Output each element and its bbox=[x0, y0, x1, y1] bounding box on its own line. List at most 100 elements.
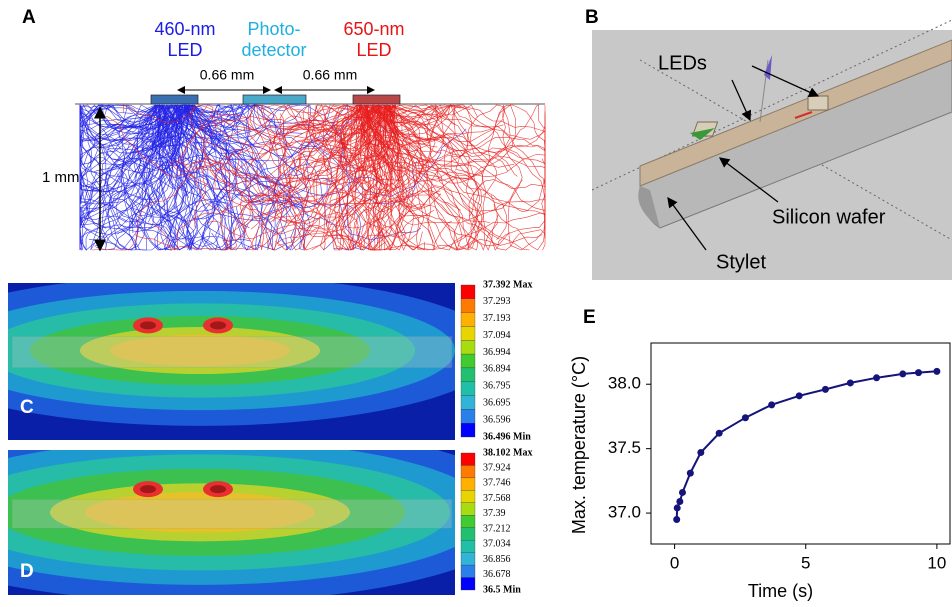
colorbar-label: 37.746 bbox=[483, 478, 511, 489]
light-ray bbox=[378, 104, 546, 189]
light-ray bbox=[258, 104, 451, 160]
led-label: 650-nm bbox=[343, 19, 404, 39]
photodetector bbox=[242, 94, 307, 105]
data-line bbox=[675, 370, 937, 520]
colorbar-swatch bbox=[460, 502, 476, 516]
light-ray bbox=[225, 104, 374, 251]
colorbar-label: 36.596 bbox=[483, 414, 511, 425]
light-ray bbox=[325, 104, 395, 167]
led-label: LED bbox=[167, 40, 202, 60]
data-point bbox=[741, 414, 749, 422]
panel-e: 0 5 10 37.0 37.5 38.0 Time (s) Max. temperature… bbox=[569, 342, 951, 601]
light-ray bbox=[94, 104, 194, 247]
panel-label: B bbox=[585, 7, 599, 28]
led-label: 460-nm bbox=[154, 19, 215, 39]
light-ray bbox=[173, 104, 309, 222]
colorbar-label: 37.193 bbox=[483, 313, 511, 324]
light-ray bbox=[181, 104, 296, 210]
x-tick-label: 5 bbox=[801, 553, 810, 572]
light-ray bbox=[384, 104, 530, 251]
colorbar-swatch bbox=[460, 409, 476, 424]
x-axis-title: Time (s) bbox=[748, 581, 813, 601]
annotation: LEDs bbox=[658, 52, 707, 74]
isotherm bbox=[110, 334, 290, 367]
light-ray bbox=[186, 104, 388, 225]
data-point bbox=[933, 367, 941, 375]
x-tick-label: 10 bbox=[927, 553, 946, 572]
data-point bbox=[673, 516, 681, 524]
light-ray bbox=[193, 104, 359, 200]
colorbar-label: 37.39 bbox=[483, 508, 506, 519]
light-ray bbox=[363, 104, 453, 251]
light-ray bbox=[271, 104, 424, 251]
detector-label: Photo- bbox=[247, 19, 300, 39]
colorbar-swatch bbox=[460, 515, 476, 528]
x-tick-label: 0 bbox=[670, 553, 679, 572]
light-ray bbox=[332, 104, 367, 251]
colorbar: 37.392 Max 37.293 37.193 37.094 36.994 36.894… bbox=[460, 279, 532, 442]
colorbar-label: 37.293 bbox=[483, 296, 511, 307]
light-ray bbox=[152, 104, 278, 217]
colorbar-label: 36.695 bbox=[483, 398, 511, 409]
y-tick-label: 37.5 bbox=[608, 438, 641, 457]
light-ray bbox=[261, 104, 374, 222]
light-ray bbox=[177, 104, 383, 168]
blue-led bbox=[150, 94, 199, 105]
light-ray bbox=[302, 104, 371, 251]
silicon-wafer bbox=[639, 39, 952, 187]
light-ray bbox=[159, 104, 310, 251]
colorbar-label: 37.212 bbox=[483, 523, 511, 534]
colorbar-swatch bbox=[460, 452, 476, 466]
light-ray bbox=[302, 104, 360, 150]
colorbar-swatch bbox=[460, 367, 476, 382]
light-ray bbox=[186, 104, 288, 251]
panel-label: A bbox=[22, 7, 36, 28]
colorbar-label: 36.795 bbox=[483, 381, 511, 392]
data-point bbox=[846, 379, 854, 387]
led-chip bbox=[807, 95, 829, 111]
colorbar-swatch bbox=[460, 490, 476, 503]
colorbar-swatch bbox=[460, 564, 476, 578]
light-ray bbox=[150, 104, 199, 251]
light-ray bbox=[302, 104, 393, 251]
light-ray bbox=[334, 104, 429, 209]
colorbar-label: 37.924 bbox=[483, 463, 511, 474]
light-ray bbox=[366, 104, 499, 251]
light-ray bbox=[183, 104, 357, 233]
detector-label: detector bbox=[241, 40, 306, 60]
y-tick-label: 37.0 bbox=[608, 503, 641, 522]
colorbar-swatch bbox=[460, 312, 476, 327]
colorbar-swatch bbox=[460, 577, 476, 591]
light-ray bbox=[153, 104, 188, 251]
panel-label: C bbox=[20, 397, 34, 418]
light-ray bbox=[297, 104, 359, 169]
plot-frame bbox=[650, 342, 951, 545]
light-ray bbox=[373, 104, 463, 251]
light-ray bbox=[189, 104, 396, 181]
light-ray bbox=[245, 104, 357, 251]
light-ray bbox=[80, 104, 171, 232]
led-label: LED bbox=[356, 40, 391, 60]
light-ray bbox=[371, 104, 401, 198]
data-point bbox=[697, 449, 705, 457]
data-point bbox=[768, 401, 776, 409]
colorbar-swatch bbox=[460, 540, 476, 553]
light-ray bbox=[154, 104, 222, 159]
light-ray bbox=[269, 104, 380, 251]
light-ray bbox=[367, 104, 391, 202]
light-ray bbox=[391, 104, 546, 251]
light-ray bbox=[157, 104, 183, 251]
y-tick-label: 38.0 bbox=[608, 374, 641, 393]
light-ray bbox=[79, 104, 157, 147]
light-ray bbox=[160, 104, 194, 251]
spacing-label: 0.66 mm bbox=[200, 67, 254, 83]
colorbar-swatch bbox=[460, 340, 476, 355]
light-ray bbox=[338, 104, 409, 196]
colorbar-swatch bbox=[460, 527, 476, 541]
colorbar-label: 37.094 bbox=[483, 330, 511, 341]
colorbar-label: 36.894 bbox=[483, 364, 511, 375]
stylet-tip bbox=[638, 186, 660, 228]
light-ray bbox=[144, 104, 183, 251]
colorbar-label: 36.856 bbox=[483, 554, 511, 565]
